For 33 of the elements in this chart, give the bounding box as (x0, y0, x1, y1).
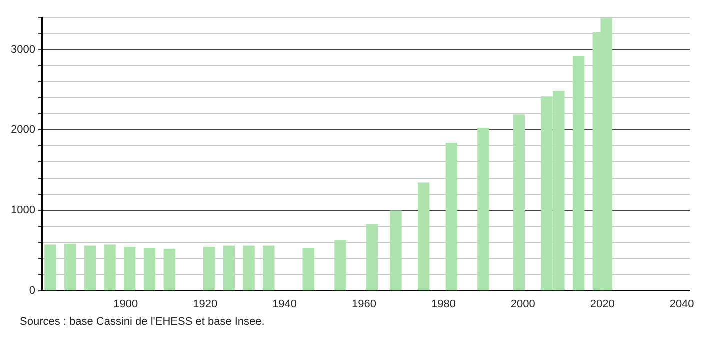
bar (124, 247, 136, 291)
x-tick-label: 2040 (670, 298, 694, 310)
x-tick-label: 2020 (590, 298, 615, 310)
x-tick-label: 1900 (114, 298, 138, 310)
bar (263, 246, 275, 291)
x-tick-label: 2000 (510, 298, 536, 310)
bar (478, 128, 490, 291)
bar (513, 114, 526, 291)
bar (44, 244, 56, 291)
bar (223, 246, 236, 291)
x-tick-label: 1940 (272, 298, 298, 310)
x-tick-label: 1920 (193, 298, 218, 310)
bar (203, 247, 216, 291)
bar (164, 248, 176, 291)
x-tick-label: 1960 (352, 298, 376, 310)
bar (243, 246, 255, 291)
source-note: Sources : base Cassini de l'EHESS et base Insee. (20, 316, 266, 328)
bar (84, 246, 96, 291)
bar (144, 248, 156, 291)
y-tick-label: 2000 (10, 124, 36, 136)
y-tick-label: 1000 (10, 204, 36, 216)
bar (366, 224, 378, 291)
bar (446, 143, 458, 291)
x-tick-label: 1980 (431, 298, 456, 310)
bar (572, 56, 585, 291)
bar (104, 244, 116, 291)
y-tick-label: 0 (29, 284, 36, 297)
bar (64, 244, 76, 291)
bar (390, 210, 402, 291)
bar (302, 248, 314, 291)
y-tick-label: 3000 (10, 44, 36, 56)
bar (334, 240, 346, 291)
bar (418, 182, 430, 291)
